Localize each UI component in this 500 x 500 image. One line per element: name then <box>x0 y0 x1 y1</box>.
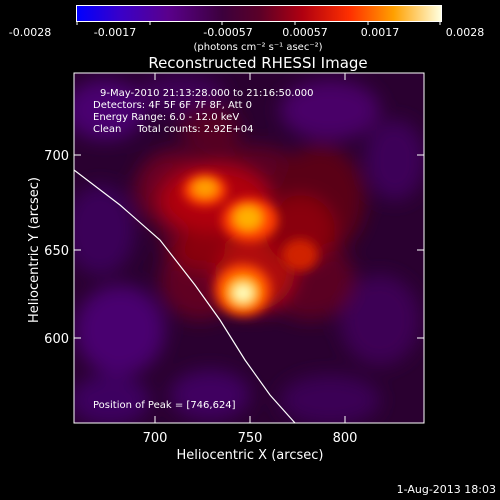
clean-counts-text: Clean Total counts: 2.92E+04 <box>93 124 253 135</box>
colorbar-tick-label: 0.0017 <box>361 26 400 39</box>
colorbar-ticks <box>76 21 441 25</box>
x-axis-label: Heliocentric X (arcsec) <box>177 448 324 463</box>
colorbar-tick-label: -0.0028 <box>9 26 51 39</box>
colorbar-tick-label: 0.00057 <box>282 26 328 39</box>
plot-frame <box>73 72 425 424</box>
rhessi-image <box>74 73 424 423</box>
image-title: Reconstructed RHESSI Image <box>148 54 367 72</box>
y-tick-label: 650 <box>44 244 69 259</box>
x-tick-label: 800 <box>333 431 358 446</box>
time-range-text: 9-May-2010 21:13:28.000 to 21:16:50.000 <box>100 88 313 99</box>
colorbar-tick-label: 0.0028 <box>446 26 485 39</box>
peak-position-text: Position of Peak = [746,624] <box>93 400 236 411</box>
energy-range-text: Energy Range: 6.0 - 12.0 keV <box>93 112 239 123</box>
solar-limb-curve <box>74 169 296 423</box>
y-axis-label: Heliocentric Y (arcsec) <box>27 177 42 323</box>
detectors-text: Detectors: 4F 5F 6F 7F 8F, Att 0 <box>93 100 252 111</box>
colorbar-tick-label: -0.00057 <box>203 26 252 39</box>
y-tick-label: 600 <box>44 332 69 347</box>
y-tick-label: 700 <box>44 149 69 164</box>
timestamp: 1-Aug-2013 18:03 <box>397 483 496 496</box>
colorbar <box>76 5 442 22</box>
x-tick-label: 750 <box>238 431 263 446</box>
colorbar-tick-label: -0.0017 <box>94 26 136 39</box>
colorbar-units: (photons cm⁻² s⁻¹ asec⁻²) <box>193 42 322 53</box>
axis-ticks <box>74 73 424 423</box>
x-tick-label: 700 <box>143 431 168 446</box>
